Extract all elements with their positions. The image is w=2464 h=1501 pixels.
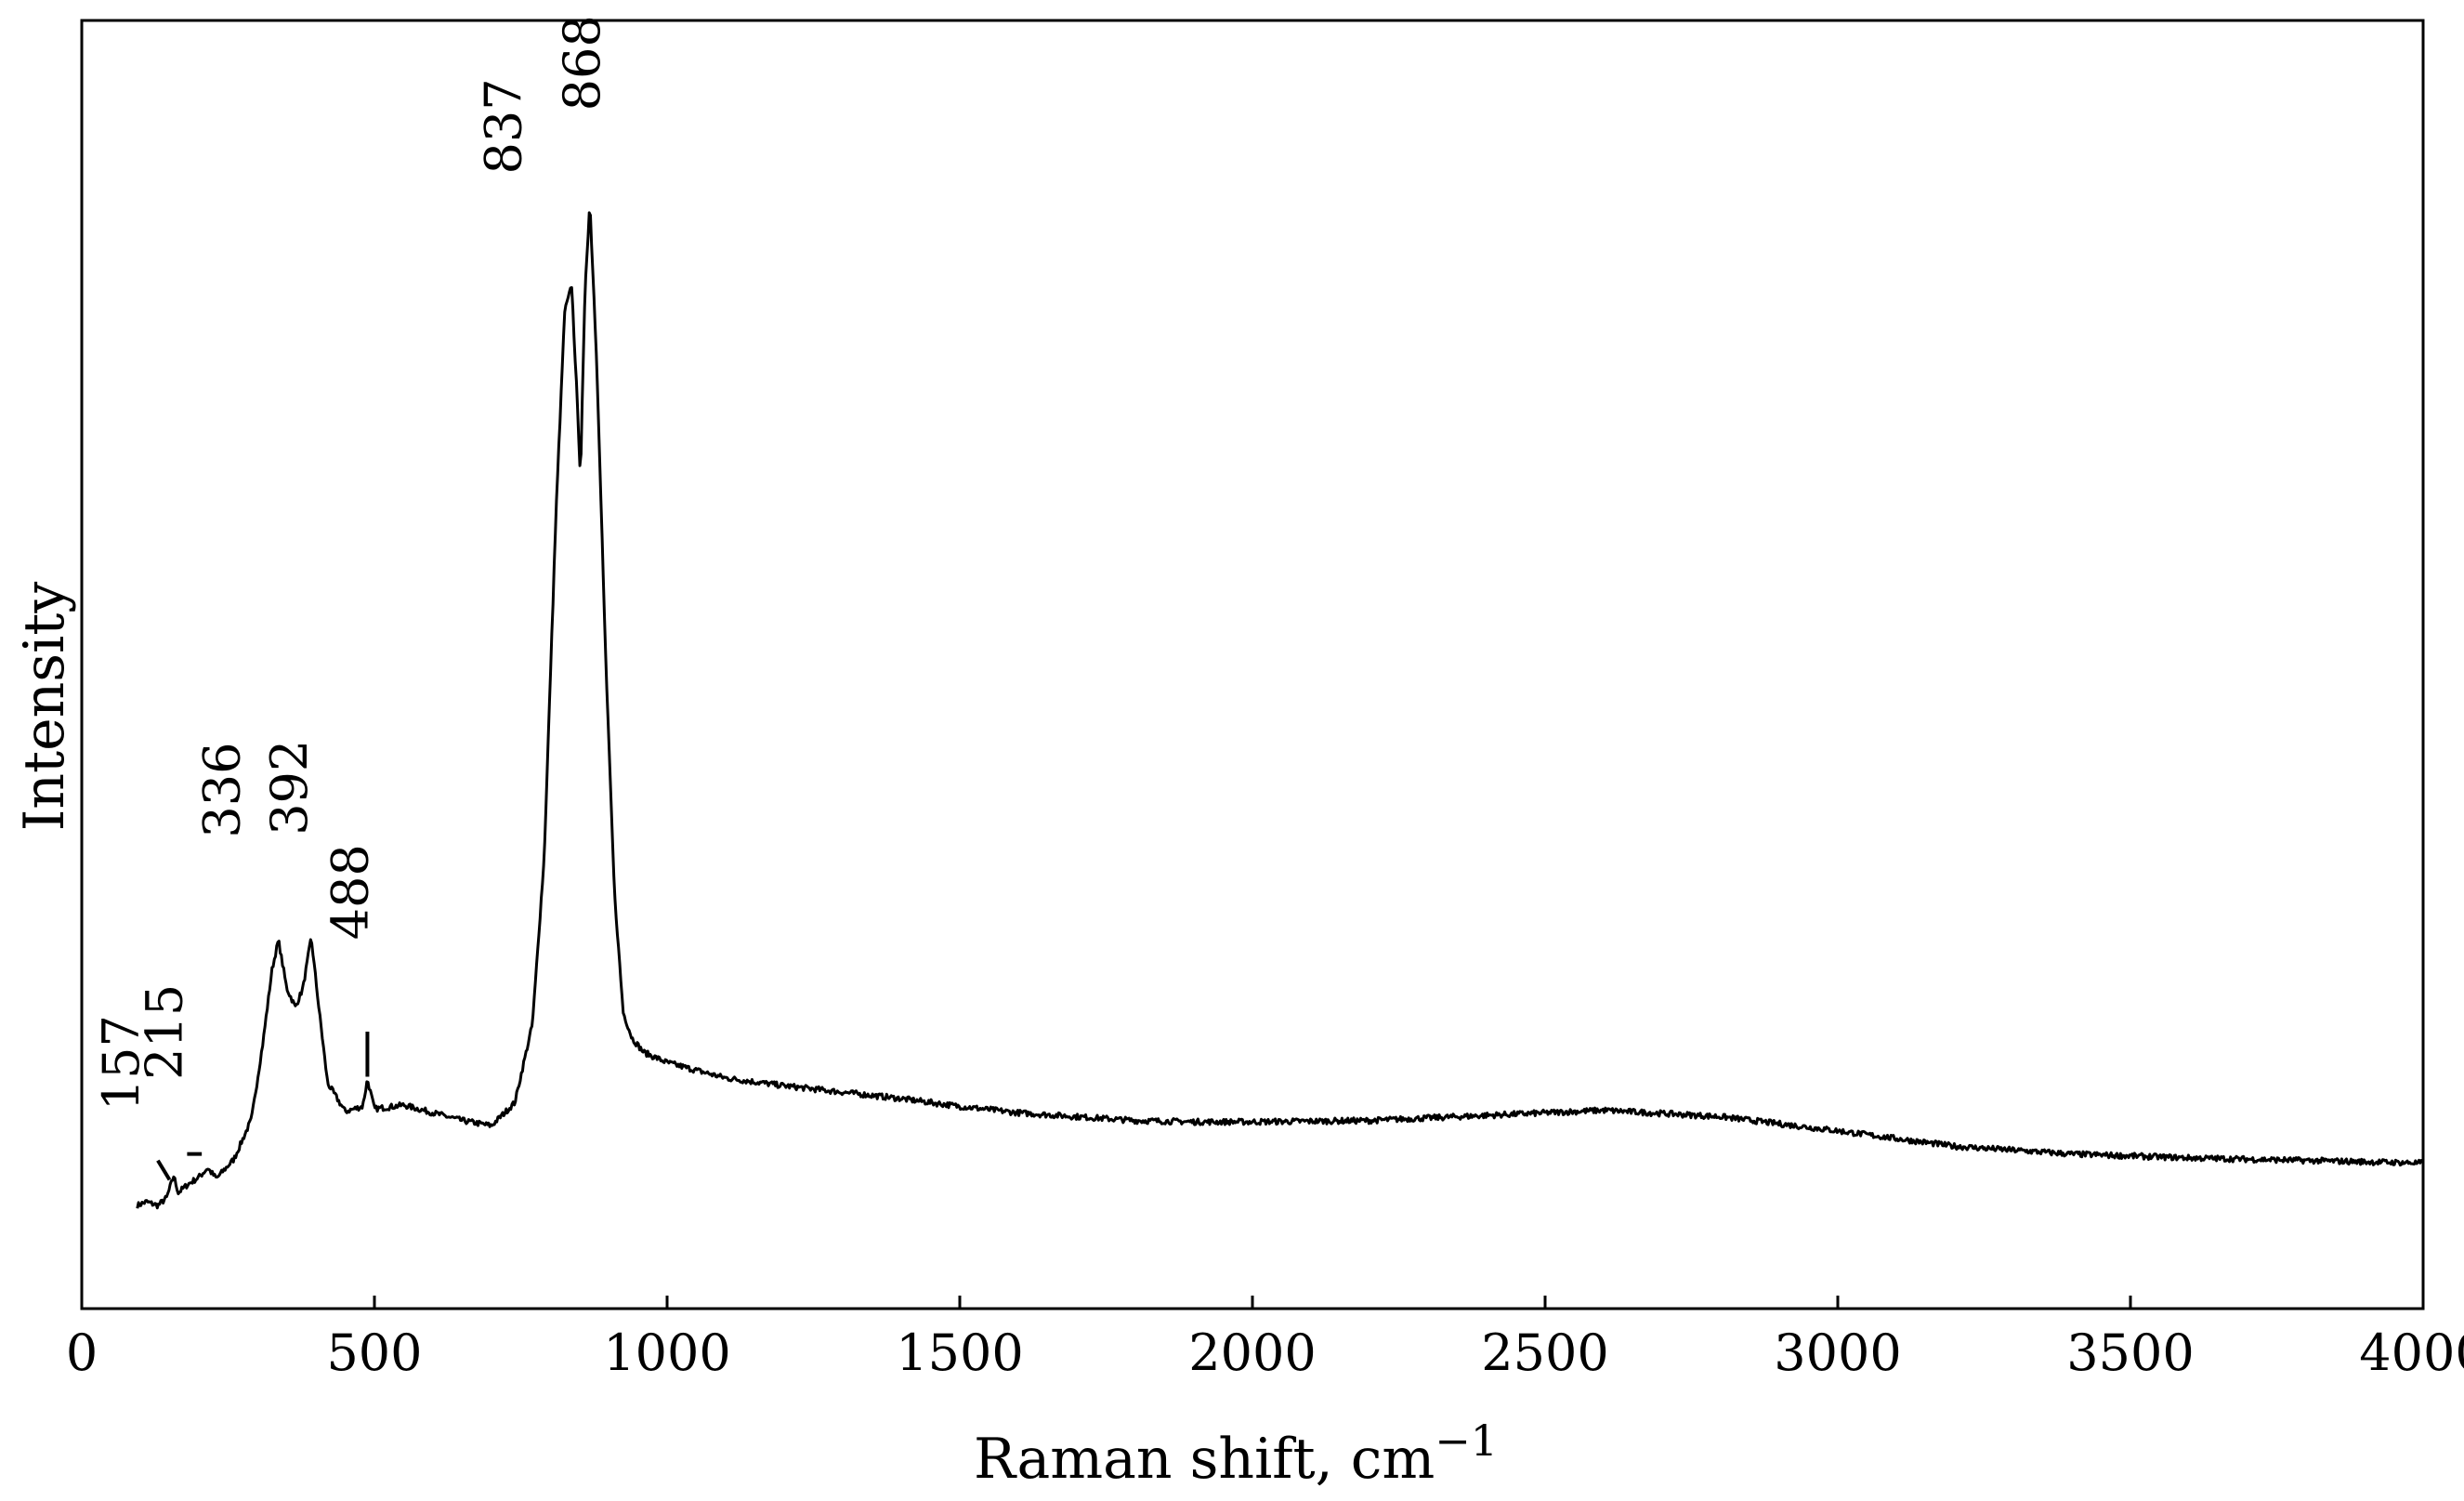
peak-label-336: 336 [193, 743, 252, 838]
peak-label-157: 157 [92, 1015, 151, 1111]
x-tick-label-2500: 2500 [1481, 1323, 1608, 1382]
x-tick-label-3000: 3000 [1774, 1323, 1901, 1382]
x-tick-label-500: 500 [326, 1323, 422, 1382]
x-tick-label-2000: 2000 [1188, 1323, 1316, 1382]
x-tick-label-1500: 1500 [896, 1323, 1023, 1382]
x-axis-title: Raman shift, cm−1 [974, 1415, 1498, 1492]
x-tick-marks [80, 1296, 2425, 1309]
y-axis-title: Intensity [12, 582, 77, 832]
x-axis-title-text: Raman shift, cm [974, 1427, 1435, 1492]
x-tick-label-4000: 4000 [2359, 1323, 2464, 1382]
peak-label-392: 392 [260, 740, 319, 836]
x-tick-label-0: 0 [66, 1323, 98, 1382]
peak-label-488: 488 [321, 844, 379, 940]
peak-label-215: 215 [135, 984, 193, 1080]
peak-label-868: 868 [553, 15, 611, 111]
peak-leader-157 [156, 1159, 172, 1181]
x-tick-label-1000: 1000 [603, 1323, 730, 1382]
x-axis-title-superscript: −1 [1435, 1415, 1498, 1466]
x-tick-label-3500: 3500 [2066, 1323, 2194, 1382]
peak-label-837: 837 [474, 78, 532, 174]
spectrum-line [136, 211, 2424, 1210]
x-tick-labels: 0 500 1000 1500 2000 2500 3000 3500 4000 [66, 1323, 2464, 1382]
